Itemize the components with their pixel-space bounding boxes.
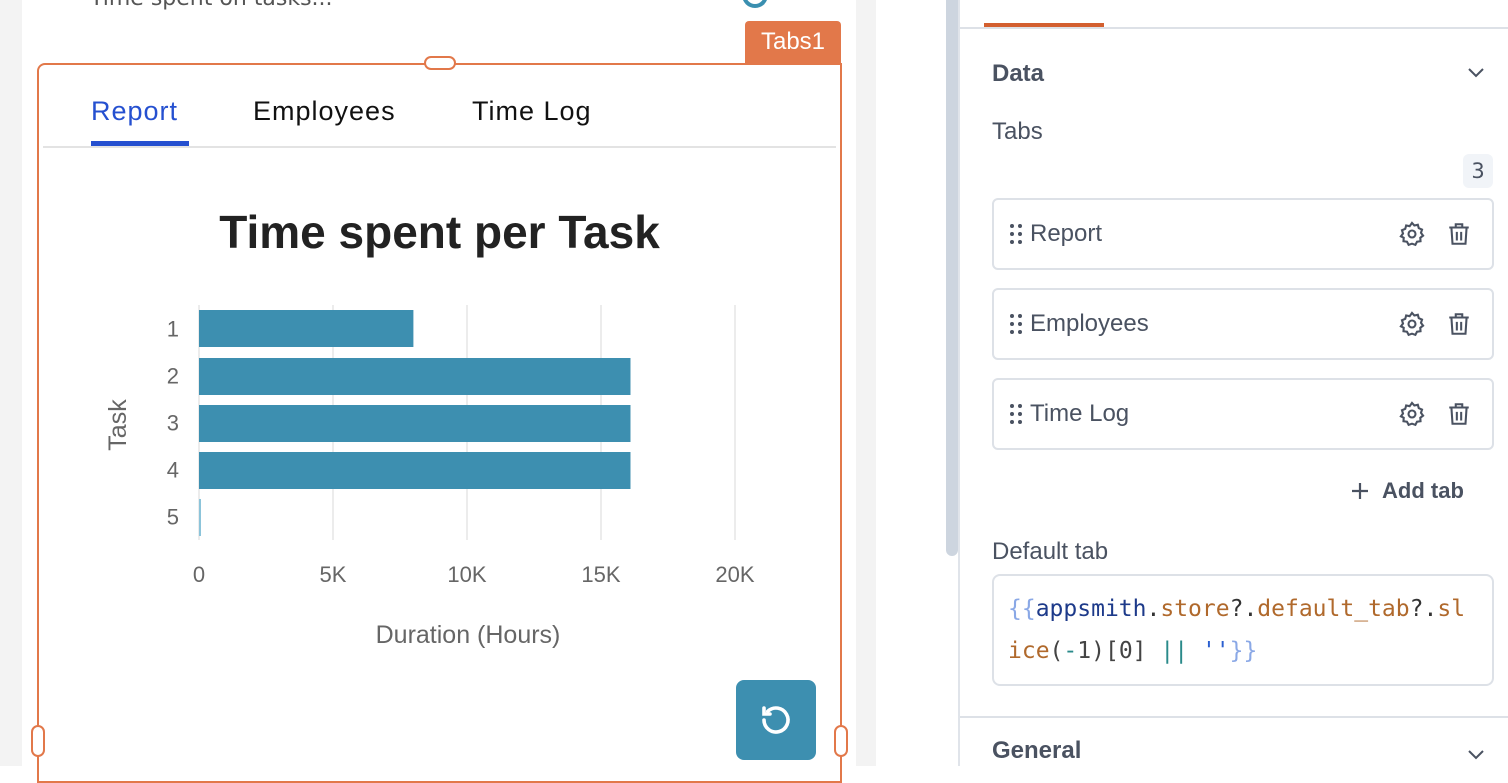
active-pane-tab-indicator	[984, 23, 1104, 27]
add-tab-label: Add tab	[1382, 478, 1464, 503]
pane-tab-divider	[960, 27, 1508, 29]
tab-time-log[interactable]: Time Log	[472, 96, 592, 126]
trash-icon[interactable]	[1446, 310, 1472, 338]
refresh-icon[interactable]	[742, 0, 768, 8]
code-token: -	[1063, 638, 1078, 664]
drag-handle-icon[interactable]	[1010, 224, 1022, 244]
gear-icon[interactable]	[1398, 310, 1426, 338]
widget-name-label[interactable]: Tabs1	[745, 21, 841, 63]
bar-task-3[interactable]	[199, 405, 631, 442]
chart-title: Time spent per Task	[219, 206, 660, 258]
tab-employees[interactable]: Employees	[253, 96, 396, 126]
code-token: ||	[1160, 638, 1189, 664]
y-tick-label: 4	[167, 458, 179, 483]
property-pane	[958, 0, 1508, 766]
section-general-header[interactable]: General	[992, 737, 1082, 764]
bar-task-5[interactable]	[199, 499, 201, 536]
code-token: )[0]	[1091, 638, 1161, 664]
resize-handle-right[interactable]	[834, 725, 848, 757]
add-tab-button[interactable]: Add tab	[1350, 478, 1464, 504]
x-tick-label: 15K	[581, 562, 620, 587]
drag-handle-icon[interactable]	[1010, 404, 1022, 424]
bar-chart: 1 2 3 4 5 0 5K 10K 15K 20K Duration (Hours) Task	[104, 305, 755, 649]
tab-item-label: Employees	[1030, 310, 1149, 337]
tab-item-label: Time Log	[1030, 400, 1130, 427]
code-token: ?.	[1229, 596, 1258, 622]
y-tick-label: 5	[167, 505, 179, 530]
trash-icon[interactable]	[1446, 220, 1472, 248]
refresh-button[interactable]	[736, 680, 816, 760]
widget-text-partial: Time spent on tasks...	[90, 0, 333, 11]
code-token: slice	[1008, 596, 1466, 664]
tabs-count-badge: 3	[1463, 154, 1493, 188]
scrollbar[interactable]	[946, 0, 958, 556]
y-tick-label: 2	[167, 364, 179, 389]
tabs-property-label: Tabs	[992, 118, 1043, 145]
chevron-down-icon[interactable]	[1466, 66, 1486, 80]
plus-icon	[1352, 483, 1368, 499]
code-token: appsmith	[1035, 596, 1147, 622]
x-axis-label: Duration (Hours)	[376, 621, 561, 649]
x-tick-label: 0	[193, 562, 205, 587]
bar-task-1[interactable]	[199, 310, 414, 347]
x-tick-label: 10K	[447, 562, 486, 587]
code-token: {{	[1008, 596, 1036, 622]
y-tick-label: 3	[167, 411, 179, 436]
resize-handle-top[interactable]	[424, 56, 456, 70]
default-tab-label: Default tab	[992, 538, 1109, 565]
code-token: .	[1146, 596, 1161, 622]
canvas-gutter	[856, 0, 876, 766]
tab-divider	[43, 146, 836, 148]
code-token: }}	[1229, 638, 1258, 664]
refresh-icon	[762, 706, 790, 734]
gear-icon[interactable]	[1398, 220, 1426, 248]
code-token: store	[1160, 596, 1230, 622]
canvas-left-edge	[0, 0, 22, 766]
code-token: (	[1049, 638, 1064, 664]
drag-handle-icon[interactable]	[1010, 314, 1022, 334]
tab-item-time-log[interactable]: Time Log	[992, 378, 1494, 450]
gear-icon[interactable]	[1398, 400, 1426, 428]
bar-task-2[interactable]	[199, 358, 631, 395]
active-tab-indicator	[91, 141, 189, 146]
code-token: ''	[1201, 638, 1230, 664]
y-tick-label: 1	[167, 317, 179, 342]
tab-item-label: Report	[1030, 220, 1103, 247]
section-divider	[960, 716, 1508, 718]
resize-handle-left[interactable]	[31, 725, 45, 757]
tab-item-report[interactable]: Report	[992, 198, 1494, 270]
y-axis-label: Task	[104, 399, 132, 451]
bar-task-4[interactable]	[199, 452, 631, 489]
tab-report[interactable]: Report	[91, 96, 179, 126]
chevron-down-icon[interactable]	[1466, 748, 1486, 762]
code-token	[1188, 638, 1202, 664]
code-token: 1	[1077, 638, 1092, 664]
tab-item-employees[interactable]: Employees	[992, 288, 1494, 360]
trash-icon[interactable]	[1446, 400, 1472, 428]
code-token: .	[1423, 596, 1438, 622]
section-data-header[interactable]: Data	[992, 60, 1045, 87]
x-tick-label: 20K	[715, 562, 754, 587]
x-tick-label: 5K	[320, 562, 347, 587]
default-tab-code-input[interactable]: {{appsmith.store?.default_tab?.slice(-1)…	[992, 574, 1494, 686]
code-token: ?	[1409, 596, 1424, 622]
code-token: default_tab	[1257, 596, 1410, 622]
